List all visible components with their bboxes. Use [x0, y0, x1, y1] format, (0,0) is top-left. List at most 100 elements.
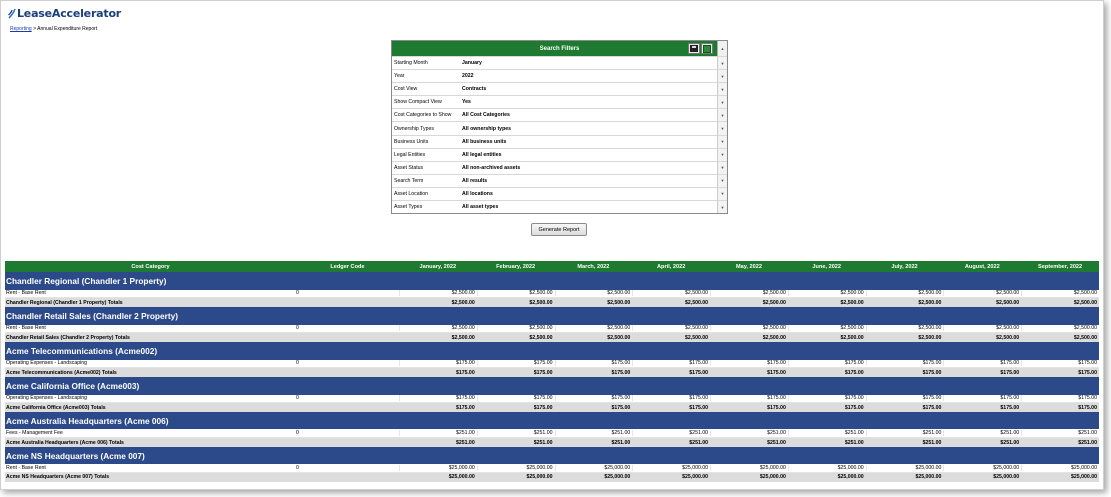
dropdown-arrow-icon[interactable]: ▼ [717, 201, 727, 214]
amount-cell: $175.00 [398, 360, 477, 367]
amount-cell: $251.00 [554, 430, 633, 437]
total-amount-cell: $25,000.00 [993, 474, 1020, 481]
filter-label: Cost View [394, 86, 418, 93]
generate-report-button[interactable]: Generate Report [531, 223, 587, 236]
filter-row-ownership-types[interactable]: Ownership Types All ownership types ▼ [392, 121, 727, 135]
amount-cell: $175.00 [943, 395, 1021, 402]
amount-cell: $2,500.00 [710, 290, 788, 297]
table-header-row: Cost Category Ledger Code January, 2022 Feb… [5, 261, 1099, 272]
filter-value-select[interactable]: All business units [462, 138, 507, 145]
save-filter-button[interactable] [688, 43, 700, 54]
amount-cell: $175.00 [943, 360, 1021, 367]
amount-cell: $251.00 [943, 430, 1021, 437]
breadcrumb-link-reporting[interactable]: Reporting [10, 26, 32, 32]
filter-value-select[interactable]: All ownership types [462, 125, 512, 132]
filter-row-asset-types[interactable]: Asset Types All asset types ▼ [392, 200, 727, 214]
total-amount-cell: $2,500.00 [918, 334, 942, 341]
filter-value-select[interactable]: Contracts [462, 86, 487, 93]
column-header-may-2022[interactable]: May, 2022 [735, 263, 762, 270]
amount-cell: $175.00 [710, 395, 788, 402]
filter-value-select[interactable]: All legal entities [462, 151, 502, 158]
dropdown-arrow-icon[interactable]: ▼ [717, 57, 727, 70]
total-amount-cell: $175.00 [689, 404, 709, 411]
scroll-up-button[interactable]: ▲ [717, 41, 727, 56]
filter-value-select[interactable]: 2022 [462, 73, 474, 80]
total-amount-cell: $251.00 [922, 439, 942, 446]
filter-label: Legal Entities [394, 151, 426, 158]
amount-cell: $2,500.00 [1021, 290, 1099, 297]
amount-cell: $175.00 [476, 360, 555, 367]
dropdown-arrow-icon[interactable]: ▼ [717, 122, 727, 135]
total-amount-cell: $251.00 [844, 439, 864, 446]
group-header: Chandler Retail Sales (Chandler 2 Proper… [5, 306, 1099, 325]
filter-label: Starting Month [394, 60, 428, 67]
filter-label: Business Units [394, 138, 429, 145]
dropdown-arrow-icon[interactable]: ▼ [717, 174, 727, 187]
column-header-july-2022[interactable]: July, 2022 [891, 263, 918, 270]
filter-row-business-units[interactable]: Business Units All business units ▼ [392, 134, 727, 148]
filter-row-asset-location[interactable]: Asset Location All locations ▼ [392, 186, 727, 201]
column-header-march-2022[interactable]: March, 2022 [577, 263, 610, 270]
filter-value-select[interactable]: January [462, 60, 482, 67]
filter-row-cost-categories-to-show[interactable]: Cost Categories to Show All Cost Categori… [392, 108, 727, 122]
filter-value-select[interactable]: All locations [462, 190, 493, 197]
filter-value-select[interactable]: All results [462, 177, 488, 184]
dropdown-arrow-icon[interactable]: ▼ [717, 109, 727, 122]
column-header-cost-category[interactable]: Cost Category [131, 263, 170, 270]
filter-row-starting-month[interactable]: Starting Month January ▼ [392, 56, 727, 70]
table-body: Chandler Regional (Chandler 1 Property) R… [5, 272, 1099, 482]
ledger-code-cell: 0 [295, 430, 299, 437]
amount-cell: $175.00 [787, 360, 866, 367]
filter-value-select[interactable]: All Cost Categories [462, 112, 510, 119]
app-logo[interactable]: LeaseAccelerator [8, 7, 121, 20]
total-amount-cell: $175.00 [1000, 369, 1020, 376]
filter-row-search-term[interactable]: Search Term All results ▼ [392, 173, 727, 187]
ledger-code-cell: 0 [295, 325, 299, 332]
column-header-ledger-code[interactable]: Ledger Code [330, 263, 365, 270]
amount-cell: $2,500.00 [710, 325, 788, 332]
filter-row-show-compact-view[interactable]: Show Compact View Yes ▼ [392, 95, 727, 109]
amount-cell: $25,000.00 [787, 465, 866, 472]
filter-row-cost-view[interactable]: Cost View Contracts ▼ [392, 82, 727, 96]
column-header-april-2022[interactable]: April, 2022 [657, 263, 686, 270]
total-amount-cell: $251.00 [689, 439, 709, 446]
filter-row-year[interactable]: Year 2022 ▼ [392, 69, 727, 83]
dropdown-arrow-icon[interactable]: ▼ [717, 135, 727, 148]
filter-toolbar [688, 43, 713, 54]
column-header-january-2022[interactable]: January, 2022 [419, 263, 457, 270]
totals-row: Acme California Office (Acme003) Totals $… [5, 403, 1099, 412]
total-amount-cell: $251.00 [1000, 439, 1020, 446]
total-amount-cell: $175.00 [1000, 404, 1020, 411]
dropdown-arrow-icon[interactable]: ▼ [717, 83, 727, 96]
dropdown-arrow-icon[interactable]: ▼ [717, 96, 727, 109]
amount-cell: $175.00 [787, 395, 866, 402]
total-amount-cell: $2,500.00 [840, 299, 864, 306]
filter-value-select[interactable]: All non-archived assets [462, 164, 521, 171]
export-excel-button[interactable] [701, 43, 713, 54]
table-row: Operating Expenses - Landscaping 0 $175.00… [5, 359, 1099, 369]
dropdown-arrow-icon[interactable]: ▼ [717, 187, 727, 201]
amount-cell: $2,500.00 [632, 325, 710, 332]
amount-cell: $251.00 [710, 430, 788, 437]
filter-row-asset-status[interactable]: Asset Status All non-archived assets ▼ [392, 160, 727, 174]
dropdown-arrow-icon[interactable]: ▼ [717, 148, 727, 161]
amount-cell: $175.00 [632, 360, 710, 367]
filter-row-legal-entities[interactable]: Legal Entities All legal entities ▼ [392, 147, 727, 161]
column-header-june-2022[interactable]: June, 2022 [812, 263, 842, 270]
amount-cell: $175.00 [554, 360, 633, 367]
filter-value-select[interactable]: Yes [462, 99, 471, 106]
column-header-february-2022[interactable]: February, 2022 [496, 263, 536, 270]
dropdown-arrow-icon[interactable]: ▼ [717, 161, 727, 174]
column-header-august-2022[interactable]: August, 2022 [964, 263, 1000, 270]
total-amount-cell: $25,000.00 [682, 474, 709, 481]
dropdown-arrow-icon[interactable]: ▼ [717, 70, 727, 83]
total-amount-cell: $251.00 [611, 439, 631, 446]
group-header: Acme California Office (Acme003) [5, 376, 1099, 395]
group-header: Chandler Regional (Chandler 1 Property) [5, 272, 1099, 290]
column-header-september-2022[interactable]: September, 2022 [1038, 263, 1083, 270]
amount-cell: $2,500.00 [943, 290, 1021, 297]
filter-label: Cost Categories to Show [394, 112, 452, 119]
group-header: Acme NS Headquarters (Acme 007) [5, 446, 1099, 465]
filter-value-select[interactable]: All asset types [462, 204, 499, 211]
total-amount-cell: $175.00 [844, 369, 864, 376]
